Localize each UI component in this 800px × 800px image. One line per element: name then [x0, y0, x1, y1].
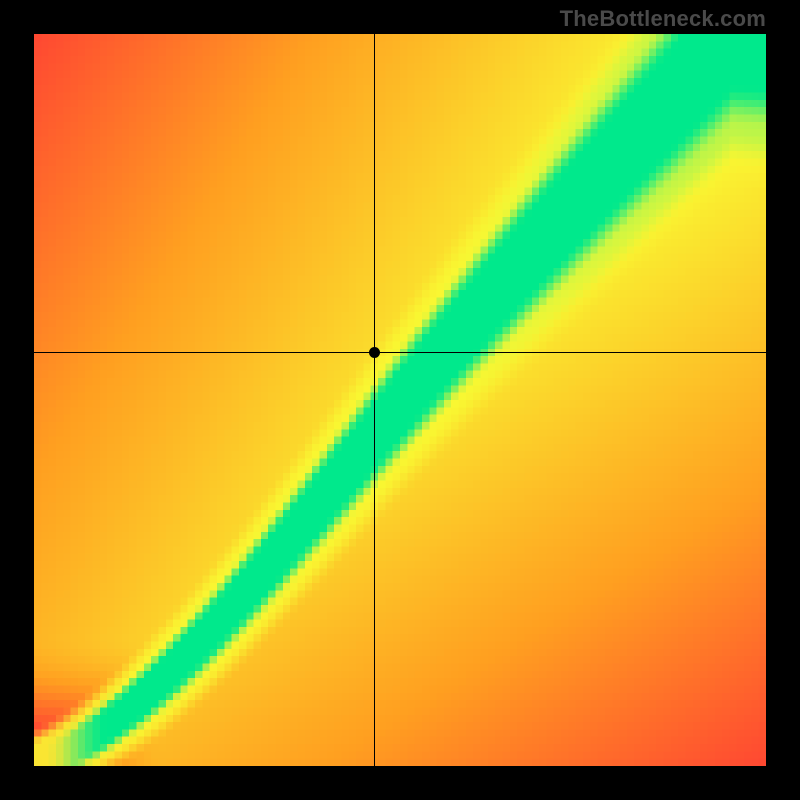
crosshair-marker-dot [369, 347, 380, 358]
heatmap-canvas [34, 34, 766, 766]
crosshair-vertical [374, 34, 375, 766]
watermark: TheBottleneck.com [560, 6, 766, 32]
heatmap-plot [34, 34, 766, 766]
crosshair-horizontal [34, 352, 766, 353]
